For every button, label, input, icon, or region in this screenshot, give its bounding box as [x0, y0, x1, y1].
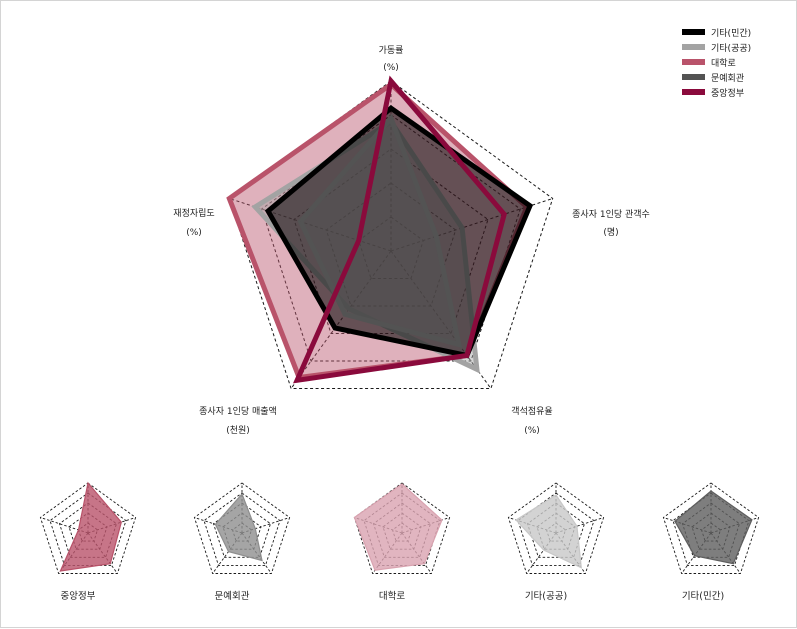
small-multiples: 중앙정부 문예회관 대학로 기타(공공) 기타(민간) [40, 483, 758, 602]
legend-label-4: 중앙정부 [711, 87, 744, 99]
legend-swatch-2 [682, 59, 705, 65]
legend-label-2: 대학로 [711, 58, 736, 69]
legend-label-0: 기타(민간) [711, 28, 751, 39]
axis-unit-4: (%) [186, 228, 202, 238]
mini-radar-label-4: 기타(공공) [525, 591, 567, 602]
legend-label-3: 문예회관 [711, 73, 744, 84]
mini-radar-4 [508, 483, 603, 574]
mini-radar-2 [194, 483, 289, 574]
legend-swatch-1 [682, 44, 705, 50]
axis-unit-0: (%) [383, 63, 399, 73]
legend-label-1: 기타(공공) [711, 43, 751, 54]
mini-radar-label-3: 대학로 [379, 591, 405, 602]
mini-radar-3 [354, 483, 449, 574]
mini-radar-label-2: 문예회관 [215, 591, 250, 602]
legend-swatch-4 [682, 89, 705, 95]
mini-radar-label-5: 기타(민간) [682, 591, 724, 602]
axis-label-2: 객석점유율 [511, 405, 552, 417]
mini-radar-series-3 [354, 484, 442, 570]
axis-label-1: 종사자 1인당 관객수 [572, 209, 650, 220]
mini-radar-series-5 [675, 491, 752, 564]
axis-unit-2: (%) [524, 426, 540, 436]
mini-radar-5 [663, 483, 758, 574]
legend-swatch-3 [682, 74, 705, 80]
legend: 기타(민간) 기타(공공) 대학로 문예회관 중앙정부 [682, 28, 751, 99]
legend-swatch-0 [682, 29, 705, 35]
mini-radar-1 [40, 483, 135, 574]
axis-label-3: 종사자 1인당 매출액 [199, 405, 277, 417]
axis-unit-1: (명) [603, 227, 618, 238]
axis-label-0: 가동률 [379, 45, 404, 56]
axis-unit-3: (천원) [226, 425, 250, 436]
mini-radar-label-1: 중앙정부 [61, 590, 96, 602]
axis-label-4: 재정자립도 [173, 208, 214, 219]
